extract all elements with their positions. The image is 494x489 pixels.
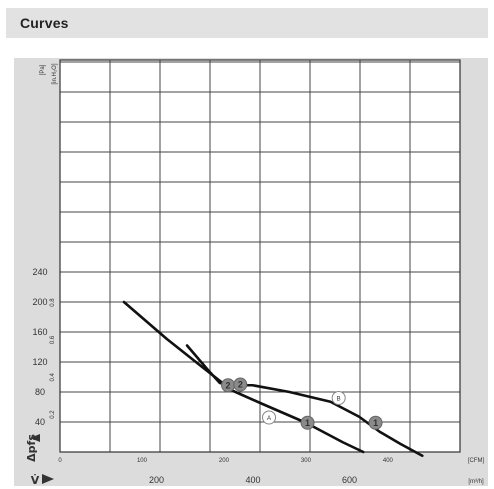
y-unit-secondary: [in.H₂O] bbox=[52, 63, 58, 84]
y-tick-label: 240 bbox=[32, 267, 47, 277]
operating-point-marker bbox=[233, 377, 248, 392]
x-tick-label: 400 bbox=[383, 458, 394, 464]
operating-point-marker bbox=[368, 415, 383, 430]
y-axis-symbol: Δpfs bbox=[25, 434, 38, 462]
operating-point-label: 2 bbox=[226, 380, 231, 390]
curve-label-marker bbox=[331, 391, 346, 405]
x-tick-label: 0 bbox=[58, 458, 62, 464]
y-tick-label-secondary: 0.8 bbox=[50, 298, 56, 307]
x-axis-symbol: V̇ bbox=[31, 474, 40, 487]
x-tick-label-secondary: 400 bbox=[245, 475, 260, 485]
x-tick-label: 200 bbox=[219, 458, 230, 464]
y-tick-label: 120 bbox=[32, 357, 47, 367]
x-unit-primary: [CFM] bbox=[468, 458, 485, 464]
operating-point-marker bbox=[300, 415, 315, 430]
y-tick-label-secondary: 0.4 bbox=[50, 372, 56, 381]
x-tick-label: 300 bbox=[301, 458, 312, 464]
page-title: Curves bbox=[20, 15, 69, 31]
curve-series-A bbox=[122, 300, 365, 454]
operating-point-label: 1 bbox=[373, 418, 378, 428]
x-tick-label: 100 bbox=[137, 458, 148, 464]
y-axis-arrow bbox=[30, 434, 40, 442]
curve-label-text: B bbox=[337, 397, 341, 403]
x-tick-label-secondary: 600 bbox=[342, 475, 357, 485]
y-tick-label: 200 bbox=[32, 297, 47, 307]
operating-point-label: 2 bbox=[238, 380, 243, 390]
curve-series-B bbox=[185, 344, 424, 458]
y-tick-label: 160 bbox=[32, 327, 47, 337]
header-bar: Curves bbox=[6, 8, 488, 38]
operating-point-label: 1 bbox=[305, 418, 310, 428]
x-unit-secondary: [m³/h] bbox=[468, 479, 484, 485]
y-unit-primary: [Pa] bbox=[40, 64, 46, 75]
curve-label-marker bbox=[262, 410, 277, 425]
y-tick-label-secondary: 0.2 bbox=[50, 410, 56, 419]
y-tick-label: 80 bbox=[35, 387, 45, 397]
x-tick-label-secondary: 200 bbox=[149, 475, 164, 485]
y-tick-label: 40 bbox=[35, 417, 45, 427]
x-axis-arrow bbox=[42, 474, 54, 484]
y-tick-label-secondary: 0.6 bbox=[50, 335, 56, 344]
plot-border bbox=[59, 59, 461, 453]
curve-label-text: A bbox=[267, 416, 271, 422]
